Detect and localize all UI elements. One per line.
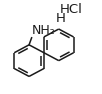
Text: NH₂: NH₂ bbox=[32, 24, 56, 37]
Text: HCl: HCl bbox=[60, 3, 83, 16]
Text: H: H bbox=[56, 12, 66, 25]
